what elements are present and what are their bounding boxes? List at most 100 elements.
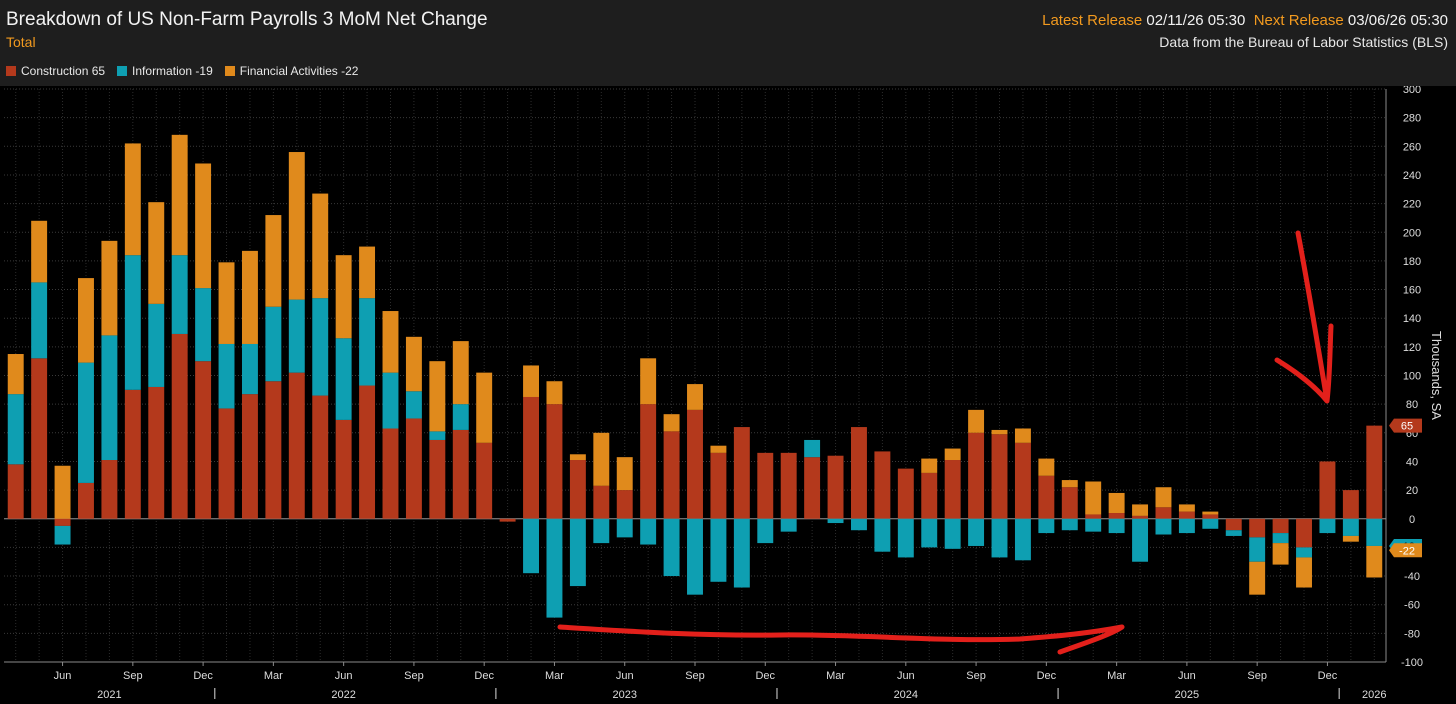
bar-financial-activities[interactable] <box>1342 535 1359 542</box>
bar-financial-activities[interactable] <box>171 134 188 256</box>
bar-information[interactable] <box>288 299 305 373</box>
bar-information[interactable] <box>1085 518 1102 532</box>
bar-construction[interactable] <box>1366 425 1383 519</box>
bar-construction[interactable] <box>968 432 985 519</box>
bar-information[interactable] <box>1038 518 1055 534</box>
bar-information[interactable] <box>405 391 422 419</box>
bar-financial-activities[interactable] <box>288 152 305 300</box>
bar-construction[interactable] <box>218 408 235 519</box>
bar-construction[interactable] <box>897 468 914 519</box>
bar-information[interactable] <box>1178 518 1195 534</box>
bar-financial-activities[interactable] <box>968 409 985 433</box>
bar-financial-activities[interactable] <box>1296 557 1312 588</box>
bar-information[interactable] <box>593 518 610 544</box>
bar-financial-activities[interactable] <box>241 250 258 344</box>
bar-construction[interactable] <box>921 472 938 519</box>
bar-information[interactable] <box>265 306 282 382</box>
bar-financial-activities[interactable] <box>312 193 329 299</box>
bar-construction[interactable] <box>991 434 1008 519</box>
bar-construction[interactable] <box>288 372 305 519</box>
bar-information[interactable] <box>359 298 376 386</box>
bar-information[interactable] <box>31 282 48 359</box>
bar-financial-activities[interactable] <box>991 429 1008 435</box>
bar-construction[interactable] <box>687 409 703 519</box>
bar-construction[interactable] <box>1085 514 1102 519</box>
bar-information[interactable] <box>1225 530 1242 536</box>
bar-financial-activities[interactable] <box>335 255 352 339</box>
bar-construction[interactable] <box>546 404 563 519</box>
bar-construction[interactable] <box>733 427 750 519</box>
bar-information[interactable] <box>1249 537 1266 562</box>
bar-construction[interactable] <box>1038 475 1055 519</box>
bar-financial-activities[interactable] <box>687 384 703 410</box>
bar-information[interactable] <box>1342 518 1359 536</box>
bar-construction[interactable] <box>241 394 258 519</box>
bar-financial-activities[interactable] <box>663 414 680 432</box>
bar-construction[interactable] <box>640 404 657 519</box>
bar-information[interactable] <box>663 518 680 577</box>
bar-construction[interactable] <box>78 482 94 519</box>
bar-financial-activities[interactable] <box>7 354 24 395</box>
bar-information[interactable] <box>1296 547 1312 558</box>
bar-information[interactable] <box>171 255 188 334</box>
bar-information[interactable] <box>1319 518 1336 534</box>
bar-information[interactable] <box>757 518 774 544</box>
bar-financial-activities[interactable] <box>593 432 610 486</box>
bar-construction[interactable] <box>195 361 212 519</box>
bar-information[interactable] <box>897 518 914 558</box>
bar-construction[interactable] <box>944 460 961 519</box>
bar-construction[interactable] <box>335 419 352 519</box>
bar-information[interactable] <box>991 518 1008 558</box>
bar-construction[interactable] <box>359 385 376 519</box>
legend-item-financial[interactable]: Financial Activities -22 <box>224 64 358 78</box>
bar-information[interactable] <box>616 518 633 538</box>
bar-construction[interactable] <box>124 389 141 519</box>
bar-information[interactable] <box>7 394 24 465</box>
bar-information[interactable] <box>1108 518 1125 534</box>
bar-construction[interactable] <box>569 460 586 519</box>
bar-financial-activities[interactable] <box>1085 481 1102 515</box>
bar-financial-activities[interactable] <box>78 278 94 363</box>
legend-item-construction[interactable]: Construction 65 <box>6 64 105 78</box>
bar-construction[interactable] <box>827 455 844 519</box>
bar-information[interactable] <box>968 518 985 546</box>
bar-construction[interactable] <box>148 386 165 519</box>
bar-construction[interactable] <box>171 333 188 519</box>
bar-financial-activities[interactable] <box>1249 561 1266 595</box>
bar-construction[interactable] <box>1249 518 1266 538</box>
bar-financial-activities[interactable] <box>1061 480 1078 488</box>
bar-construction[interactable] <box>780 452 797 519</box>
bar-construction[interactable] <box>874 451 891 519</box>
bar-information[interactable] <box>335 338 352 420</box>
bar-construction[interactable] <box>616 490 633 519</box>
bar-construction[interactable] <box>382 428 399 519</box>
bar-financial-activities[interactable] <box>1038 458 1055 476</box>
bar-information[interactable] <box>241 343 258 395</box>
bar-information[interactable] <box>429 431 446 440</box>
bar-information[interactable] <box>1272 533 1289 544</box>
bar-construction[interactable] <box>1132 515 1149 519</box>
bar-financial-activities[interactable] <box>1178 504 1195 512</box>
bar-financial-activities[interactable] <box>452 341 469 405</box>
bar-financial-activities[interactable] <box>31 220 48 283</box>
bar-information[interactable] <box>1155 518 1172 535</box>
bar-information[interactable] <box>569 518 586 587</box>
bar-construction[interactable] <box>1296 518 1312 548</box>
bar-construction[interactable] <box>54 518 71 526</box>
bar-financial-activities[interactable] <box>359 246 376 299</box>
bar-construction[interactable] <box>1225 518 1242 531</box>
bar-financial-activities[interactable] <box>616 457 633 491</box>
bar-construction[interactable] <box>1178 511 1195 519</box>
bar-information[interactable] <box>124 255 141 390</box>
bar-construction[interactable] <box>101 460 118 519</box>
legend-item-information[interactable]: Information -19 <box>117 64 213 78</box>
bar-construction[interactable] <box>476 442 493 519</box>
bar-construction[interactable] <box>312 395 329 519</box>
bar-financial-activities[interactable] <box>429 361 446 432</box>
bar-financial-activities[interactable] <box>54 465 71 519</box>
bar-information[interactable] <box>944 518 961 549</box>
bar-information[interactable] <box>851 518 867 531</box>
bar-financial-activities[interactable] <box>405 336 422 392</box>
bar-information[interactable] <box>78 362 94 483</box>
bar-construction[interactable] <box>1014 442 1031 519</box>
